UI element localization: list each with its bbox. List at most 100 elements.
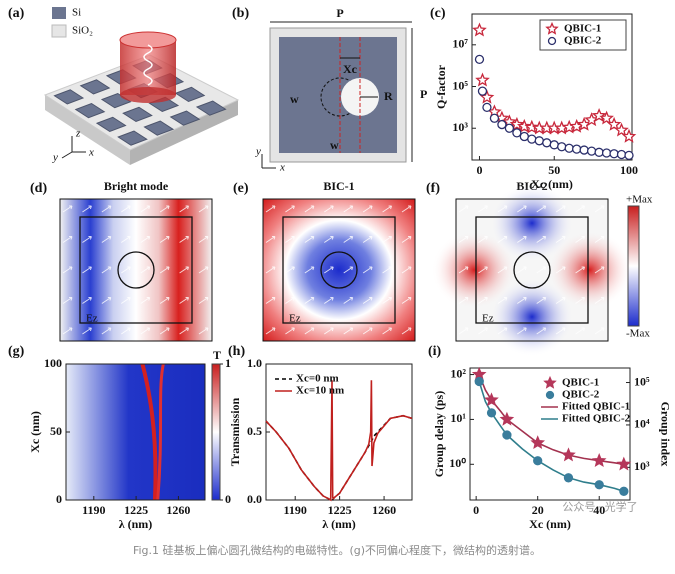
axis-name: y: [52, 152, 58, 164]
panel-label: (e): [233, 181, 249, 196]
x-tick-label: 50: [548, 163, 560, 177]
field-lobe: [431, 230, 517, 310]
field-arrow: [62, 205, 73, 213]
field-arrow: [82, 266, 92, 274]
field-arrow: [382, 297, 393, 304]
hole-outline: [320, 251, 358, 289]
field-arrow: [575, 236, 586, 243]
field-arrow: [458, 266, 469, 274]
field-arrow: [401, 327, 412, 335]
hole-outline: [117, 251, 155, 289]
field-arrow: [458, 205, 469, 213]
legend-text: QBIC-2: [562, 389, 600, 401]
field-arrow: [401, 205, 412, 213]
panel-label: (a): [8, 6, 25, 21]
x-tick-label: 1260: [166, 503, 190, 517]
star-marker: [516, 118, 532, 133]
panel-label: (f): [426, 181, 440, 196]
circle-marker: [609, 149, 619, 159]
field-arrow: [458, 327, 469, 335]
field-arrow: [179, 205, 190, 213]
field-label: Ez: [86, 313, 98, 325]
field-arrow: [324, 266, 334, 274]
field-arrow: [265, 327, 276, 335]
si-cell: [53, 89, 85, 105]
legend-text: Fitted QBIC-2: [562, 413, 631, 425]
legend-text: QBIC-1: [564, 23, 601, 35]
x-axis-label: Xc (nm): [531, 177, 573, 191]
field-arrow: [121, 205, 131, 213]
si-cell: [117, 130, 148, 146]
field-arrow: [304, 327, 315, 335]
field-arrow: [121, 327, 131, 335]
field-arrow: [555, 297, 566, 304]
field-arrow: [382, 266, 393, 274]
field-arrow: [62, 236, 73, 243]
legend-text: QBIC-1: [562, 377, 599, 389]
legend-text: Xc=10 nm: [296, 385, 344, 397]
y2-axis-label: Group index: [658, 402, 672, 467]
field-arrow: [362, 327, 373, 335]
x-axis-label: Xc (nm): [529, 517, 571, 531]
map-frame: [455, 198, 609, 342]
heatmap-field: [66, 364, 205, 500]
circle-marker: [489, 113, 500, 123]
dimension-label: w: [290, 92, 299, 106]
field-arrow: [343, 205, 354, 213]
dimension-label: w: [330, 138, 339, 152]
field-arrow: [517, 297, 527, 304]
y-axis-label: Group delay (ps): [432, 391, 446, 477]
star-marker: [561, 447, 576, 462]
legend-text: Fitted QBIC-1: [562, 401, 630, 413]
slab-side: [45, 95, 130, 165]
circle-marker: [549, 140, 559, 150]
legend-text: SiO₂: [72, 25, 93, 37]
x-tick-label: 0: [476, 163, 482, 177]
field-arrow: [101, 266, 112, 274]
field-arrow: [324, 236, 334, 243]
star-marker: [475, 72, 490, 87]
axis-name: z: [75, 128, 81, 140]
y-tick-label: 10⁰: [449, 456, 466, 470]
caption: Fig.1 硅基板上偏心圆孔微结构的电磁特性。(g)不同偏心程度下，微结构的透射…: [133, 543, 541, 557]
colorbar-label: +Max: [626, 194, 653, 206]
axes-glyph: [261, 154, 276, 169]
field-arrow: [179, 236, 190, 243]
y-tick-label: 10²: [450, 366, 466, 380]
circle-marker: [572, 144, 582, 154]
wave: [143, 44, 153, 86]
x-tick-label: 1225: [328, 503, 352, 517]
field-arrow: [497, 297, 508, 304]
field-arrow: [140, 266, 151, 274]
y-axis-label: Q-factor: [434, 64, 448, 109]
colorbar-label: -Max: [626, 328, 650, 340]
beam-base: [120, 87, 176, 103]
field-arrow: [121, 266, 131, 274]
field-arrow: [198, 205, 209, 213]
field-arrow: [343, 297, 354, 304]
circle-marker: [601, 148, 612, 158]
circle-marker: [504, 123, 515, 133]
field-arrow: [304, 266, 315, 274]
field-arrow: [285, 297, 295, 304]
field: [60, 199, 212, 341]
si-cell: [79, 79, 111, 95]
field: [263, 199, 415, 341]
hole-outline: [513, 251, 551, 289]
field-lobe: [547, 230, 633, 310]
panel-label: (h): [228, 344, 245, 359]
x-tick-label: 100: [620, 163, 638, 177]
panel-label: (i): [428, 344, 442, 359]
y-tick-label: 10³: [452, 120, 468, 134]
field-arrow: [594, 236, 605, 243]
field-arrow: [62, 266, 73, 274]
y-tick-label: 10⁵: [452, 78, 468, 92]
field-arrow: [265, 205, 276, 213]
x-tick-label: 20: [532, 503, 544, 517]
field-arrow: [179, 327, 190, 335]
y-tick-label: 100: [44, 356, 62, 370]
field-arrow: [324, 327, 334, 335]
field-arrow: [517, 327, 527, 335]
colorbar-tick-label: 1: [225, 356, 231, 370]
circle-marker: [534, 136, 544, 146]
